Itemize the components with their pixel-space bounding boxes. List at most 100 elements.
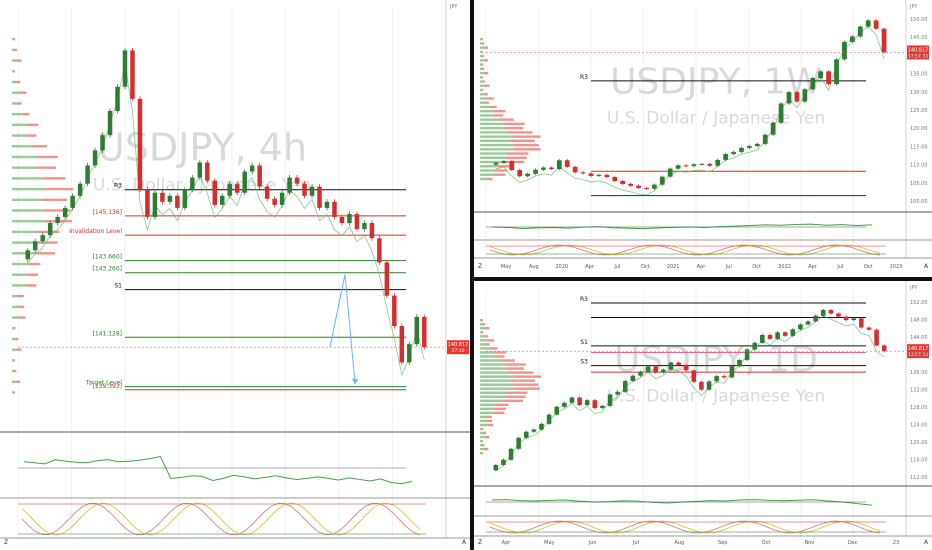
volume-profile-bar bbox=[12, 337, 16, 341]
candle bbox=[115, 86, 120, 111]
x-tick-label: Apr bbox=[502, 540, 512, 546]
volume-profile-bar bbox=[480, 379, 511, 382]
volume-profile-bar bbox=[37, 155, 58, 159]
candle bbox=[47, 223, 53, 236]
price-label-countdown: 12:57:33 bbox=[908, 352, 928, 358]
volume-profile-bar bbox=[12, 348, 18, 351]
volume-profile-bar bbox=[480, 71, 485, 75]
candle bbox=[707, 163, 713, 166]
volume-profile-bar bbox=[480, 415, 487, 419]
x-tick-label: Jul bbox=[836, 264, 843, 270]
volume-profile-bar bbox=[25, 134, 37, 137]
y-tick-label: 105.00 bbox=[910, 181, 928, 187]
candle bbox=[122, 50, 128, 87]
volume-profile-bar bbox=[480, 173, 494, 176]
x-tick-label: 2022 bbox=[778, 264, 791, 270]
candle bbox=[422, 316, 427, 348]
volume-profile-bar bbox=[45, 187, 74, 191]
volume-profile-bar bbox=[19, 316, 26, 319]
y-tick-label: 112.00 bbox=[910, 475, 928, 481]
volume-profile-bar bbox=[492, 114, 504, 117]
candle bbox=[881, 345, 887, 352]
level-label: [143.660] bbox=[93, 254, 123, 261]
candle bbox=[836, 313, 841, 317]
volume-profile-bar bbox=[12, 252, 36, 255]
volume-profile-bar bbox=[480, 126, 504, 130]
volume-profile-bar bbox=[480, 50, 482, 54]
volume-profile-bar bbox=[484, 71, 489, 75]
candle bbox=[516, 437, 521, 449]
volume-profile-bar bbox=[484, 46, 489, 49]
level-label: S1 bbox=[114, 283, 122, 290]
candle bbox=[572, 166, 578, 173]
volume-profile-bar bbox=[12, 102, 18, 105]
volume-profile-bar bbox=[12, 112, 22, 116]
candle bbox=[287, 177, 292, 193]
zoom-reset-button: Z bbox=[478, 263, 482, 270]
candle bbox=[205, 162, 210, 181]
candle bbox=[615, 391, 620, 395]
level-label: Invalidation Level bbox=[69, 228, 122, 235]
chart-1d[interactable]: USDJPY, 1D U.S. Dollar / Japanese Yen R3 S1… bbox=[474, 281, 932, 550]
x-tick-label: 2020 bbox=[555, 264, 568, 270]
candle bbox=[32, 241, 38, 251]
volume-profile-bar bbox=[480, 403, 496, 407]
volume-profile-bar bbox=[480, 84, 486, 87]
candle bbox=[62, 207, 68, 217]
volume-profile-bar bbox=[513, 135, 541, 138]
y-tick-label: 120.00 bbox=[910, 440, 928, 446]
candle bbox=[377, 238, 382, 263]
candle bbox=[715, 159, 721, 166]
volume-profile-bar bbox=[480, 38, 482, 41]
candle bbox=[539, 423, 544, 430]
chart-1w[interactable]: USDJPY, 1W U.S. Dollar / Japanese Yen R3 14… bbox=[474, 0, 932, 277]
y-tick-label: 124.00 bbox=[910, 423, 928, 429]
panel-divider-horizontal[interactable] bbox=[470, 277, 932, 281]
x-tick-label: Oct bbox=[762, 540, 771, 546]
x-tick-label: Aug bbox=[529, 264, 539, 270]
volume-profile-bar bbox=[480, 139, 511, 143]
candle bbox=[190, 177, 195, 190]
volume-profile-bar bbox=[36, 166, 57, 169]
moving-average-line bbox=[495, 315, 885, 472]
auto-scale-button: A bbox=[462, 539, 467, 546]
volume-profile-bar bbox=[493, 355, 505, 358]
volume-profile-bar bbox=[498, 118, 514, 121]
volume-profile-bar bbox=[480, 383, 513, 386]
candle bbox=[556, 160, 562, 170]
volume-profile-bar bbox=[12, 123, 27, 127]
candle bbox=[145, 189, 150, 217]
volume-profile-bar bbox=[480, 156, 506, 159]
candle bbox=[630, 375, 636, 381]
candle bbox=[851, 318, 857, 321]
candle bbox=[508, 448, 514, 460]
stochastic-line bbox=[489, 244, 881, 256]
volume-profile-bar bbox=[480, 93, 485, 96]
candle bbox=[392, 295, 397, 326]
candle bbox=[564, 160, 570, 167]
candle bbox=[786, 92, 792, 104]
volume-profile-bar bbox=[489, 105, 497, 109]
volume-profile-bar bbox=[12, 316, 20, 319]
volume-profile-bar bbox=[480, 160, 505, 164]
volume-profile-bar bbox=[480, 42, 483, 45]
volume-profile-bar bbox=[494, 351, 507, 354]
volume-profile-bar bbox=[480, 122, 505, 126]
candle bbox=[849, 36, 855, 42]
candle bbox=[638, 371, 643, 376]
candle bbox=[569, 397, 575, 403]
candle bbox=[175, 195, 180, 208]
y-tick-label: 120.00 bbox=[910, 126, 928, 132]
candle bbox=[842, 41, 847, 60]
volume-profile-bar bbox=[481, 451, 483, 455]
volume-profile-bar bbox=[480, 343, 486, 346]
candle bbox=[805, 321, 811, 325]
volume-profile-bar bbox=[487, 97, 494, 100]
volume-profile-bar bbox=[480, 76, 482, 79]
panel-divider-vertical[interactable] bbox=[470, 0, 474, 550]
volume-profile-bar bbox=[485, 327, 490, 330]
candle bbox=[778, 103, 784, 123]
candle bbox=[752, 342, 758, 350]
